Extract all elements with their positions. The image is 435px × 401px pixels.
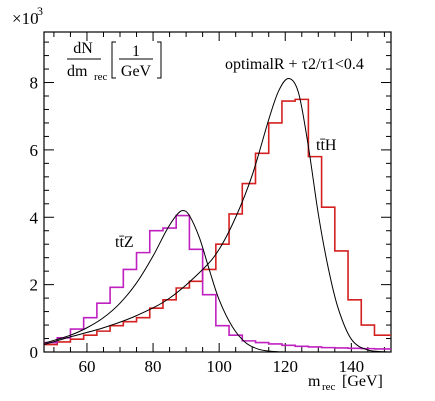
x-axis-label: m rec [GeV] <box>308 373 383 393</box>
ylabel-denominator-sub: rec <box>94 71 108 83</box>
ylabel-numerator: dN <box>73 40 93 57</box>
plot-frame <box>43 31 392 353</box>
xlabel-sub: rec <box>322 381 336 393</box>
x-tick-label: 60 <box>78 357 95 376</box>
y-axis-label: dN dm rec 1 GeV <box>67 40 162 83</box>
y-tick-label: 4 <box>30 208 39 227</box>
histogram-series-1 <box>44 214 391 350</box>
y-multiplier: ×10 <box>12 9 39 28</box>
xlabel-main: m <box>308 373 321 390</box>
x-tick-label: 120 <box>272 357 298 376</box>
ylabel-bracket-right <box>157 41 162 79</box>
x-tick-label: 100 <box>206 357 232 376</box>
series-label-tth: tt̄H <box>316 137 337 154</box>
ylabel-unit-denominator: GeV <box>121 63 152 80</box>
y-multiplier-exponent: 3 <box>37 4 43 18</box>
x-tick-label: 80 <box>145 357 162 376</box>
ylabel-unit-numerator: 1 <box>132 43 140 60</box>
fit-curve-2 <box>43 77 392 353</box>
ylabel-denominator: dm <box>67 63 88 80</box>
x-tick-label: 140 <box>339 357 365 376</box>
y-tick-label: 2 <box>30 276 39 295</box>
fit-curve-3 <box>43 210 286 353</box>
series-label-ttz: tt̄Z <box>115 234 134 251</box>
xlabel-unit: [GeV] <box>342 373 383 390</box>
y-tick-label: 6 <box>30 141 39 160</box>
y-tick-label: 0 <box>30 343 39 362</box>
y-tick-label: 8 <box>30 74 39 93</box>
chart-annotation: optimalR + τ2/τ1<0.4 <box>225 56 364 73</box>
histogram-series-0 <box>44 98 391 346</box>
ylabel-bracket-left <box>111 41 116 79</box>
